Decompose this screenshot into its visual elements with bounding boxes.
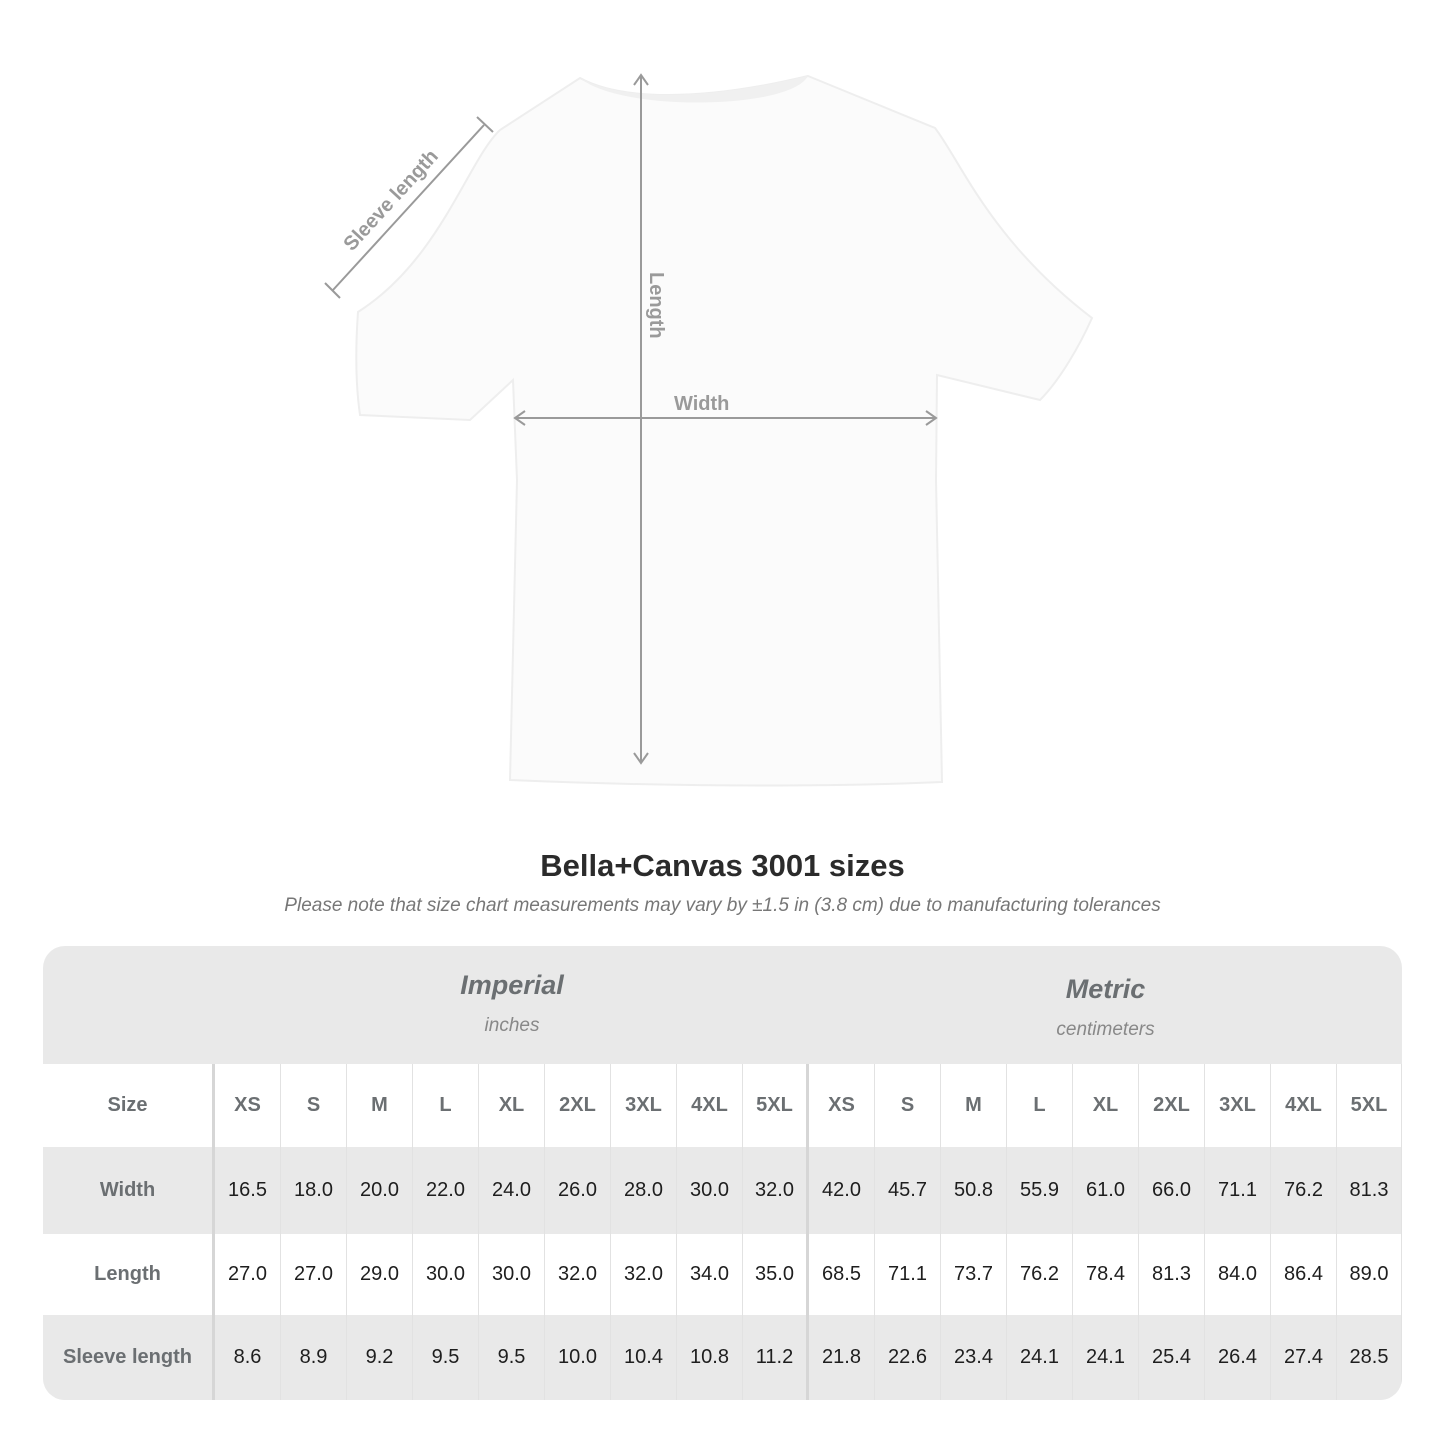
metric-value: 68.5 <box>809 1234 875 1315</box>
imperial-value: 20.0 <box>347 1147 413 1234</box>
row-label: Width <box>43 1147 215 1234</box>
size-metric-header: 5XL <box>1337 1064 1402 1147</box>
imperial-value: 8.9 <box>281 1315 347 1400</box>
size-imperial-header: 5XL <box>743 1064 809 1147</box>
imperial-unit: inches <box>484 1015 540 1036</box>
size-imperial-header: 4XL <box>677 1064 743 1147</box>
row-label: Sleeve length <box>43 1315 215 1400</box>
imperial-value: 10.8 <box>677 1315 743 1400</box>
size-metric-header: 2XL <box>1139 1064 1205 1147</box>
imperial-value: 10.4 <box>611 1315 677 1400</box>
metric-value: 78.4 <box>1073 1234 1139 1315</box>
metric-value: 24.1 <box>1073 1315 1139 1400</box>
metric-value: 28.5 <box>1337 1315 1402 1400</box>
imperial-header: Imperial inches <box>215 946 809 1064</box>
table-row: Sleeve length 8.6 8.9 9.2 9.5 9.5 10.0 10.4 10.8… <box>43 1315 1402 1400</box>
imperial-value: 26.0 <box>545 1147 611 1234</box>
metric-value: 25.4 <box>1139 1315 1205 1400</box>
imperial-value: 30.0 <box>479 1234 545 1315</box>
metric-title: Metric <box>1065 974 1146 1004</box>
metric-value: 71.1 <box>1205 1147 1271 1234</box>
size-imperial-header: XL <box>479 1064 545 1147</box>
imperial-value: 32.0 <box>743 1147 809 1234</box>
metric-value: 23.4 <box>941 1315 1007 1400</box>
metric-value: 76.2 <box>1271 1147 1337 1234</box>
size-metric-header: 4XL <box>1271 1064 1337 1147</box>
sleeve-length-line <box>332 124 485 291</box>
imperial-value: 32.0 <box>611 1234 677 1315</box>
imperial-value: 30.0 <box>677 1147 743 1234</box>
size-metric-header: L <box>1007 1064 1073 1147</box>
tshirt-diagram: Sleeve length Length Width <box>324 73 1094 787</box>
metric-value: 89.0 <box>1337 1234 1402 1315</box>
metric-value: 71.1 <box>875 1234 941 1315</box>
imperial-value: 24.0 <box>479 1147 545 1234</box>
collar <box>580 76 808 103</box>
tolerance-note: Please note that size chart measurements… <box>284 895 1161 916</box>
size-imperial-header: M <box>347 1064 413 1147</box>
size-imperial-header: 2XL <box>545 1064 611 1147</box>
imperial-value: 8.6 <box>215 1315 281 1400</box>
size-imperial-header: 3XL <box>611 1064 677 1147</box>
metric-value: 81.3 <box>1139 1234 1205 1315</box>
table-row: Length 27.0 27.0 29.0 30.0 30.0 32.0 32.0 34.0 35… <box>43 1234 1402 1315</box>
imperial-value: 9.5 <box>479 1315 545 1400</box>
imperial-value: 34.0 <box>677 1234 743 1315</box>
metric-value: 76.2 <box>1007 1234 1073 1315</box>
metric-value: 42.0 <box>809 1147 875 1234</box>
imperial-value: 9.2 <box>347 1315 413 1400</box>
imperial-value: 22.0 <box>413 1147 479 1234</box>
size-table: Imperial inches Metric centimeters Size X… <box>43 946 1402 1400</box>
metric-value: 86.4 <box>1271 1234 1337 1315</box>
metric-value: 55.9 <box>1007 1147 1073 1234</box>
metric-header: Metric centimeters <box>809 946 1402 1064</box>
metric-value: 22.6 <box>875 1315 941 1400</box>
metric-value: 84.0 <box>1205 1234 1271 1315</box>
metric-value: 61.0 <box>1073 1147 1139 1234</box>
size-imperial-header: L <box>413 1064 479 1147</box>
row-label: Length <box>43 1234 215 1315</box>
imperial-value: 18.0 <box>281 1147 347 1234</box>
metric-value: 21.8 <box>809 1315 875 1400</box>
metric-value: 73.7 <box>941 1234 1007 1315</box>
row-label: Size <box>43 1064 215 1147</box>
size-metric-header: 3XL <box>1205 1064 1271 1147</box>
tshirt-illustration <box>355 74 1094 787</box>
imperial-value: 28.0 <box>611 1147 677 1234</box>
metric-value: 45.7 <box>875 1147 941 1234</box>
table-row: Width 16.5 18.0 20.0 22.0 24.0 26.0 28.0 30.0 32.… <box>43 1147 1402 1234</box>
size-metric-header: XL <box>1073 1064 1139 1147</box>
size-header-row: Size XS S M L XL 2XL 3XL 4XL 5XL XS S M L XL 2XL 3XL 4XL 5… <box>43 1064 1402 1147</box>
metric-value: 81.3 <box>1337 1147 1402 1234</box>
imperial-title: Imperial <box>460 970 564 1000</box>
metric-value: 26.4 <box>1205 1315 1271 1400</box>
imperial-value: 11.2 <box>743 1315 809 1400</box>
metric-value: 27.4 <box>1271 1315 1337 1400</box>
width-label: Width <box>674 393 729 415</box>
imperial-value: 16.5 <box>215 1147 281 1234</box>
imperial-value: 29.0 <box>347 1234 413 1315</box>
imperial-value: 35.0 <box>743 1234 809 1315</box>
size-metric-header: M <box>941 1064 1007 1147</box>
imperial-value: 32.0 <box>545 1234 611 1315</box>
size-imperial-header: XS <box>215 1064 281 1147</box>
metric-value: 66.0 <box>1139 1147 1205 1234</box>
chart-title: Bella+Canvas 3001 sizes <box>540 848 905 883</box>
length-label: Length <box>645 272 667 339</box>
metric-value: 50.8 <box>941 1147 1007 1234</box>
size-imperial-header: S <box>281 1064 347 1147</box>
imperial-value: 30.0 <box>413 1234 479 1315</box>
imperial-value: 9.5 <box>413 1315 479 1400</box>
metric-unit: centimeters <box>1056 1019 1155 1040</box>
size-metric-header: S <box>875 1064 941 1147</box>
metric-value: 24.1 <box>1007 1315 1073 1400</box>
sleeve-length-label: Sleeve length <box>339 145 442 255</box>
imperial-value: 27.0 <box>281 1234 347 1315</box>
imperial-value: 10.0 <box>545 1315 611 1400</box>
imperial-value: 27.0 <box>215 1234 281 1315</box>
size-metric-header: XS <box>809 1064 875 1147</box>
